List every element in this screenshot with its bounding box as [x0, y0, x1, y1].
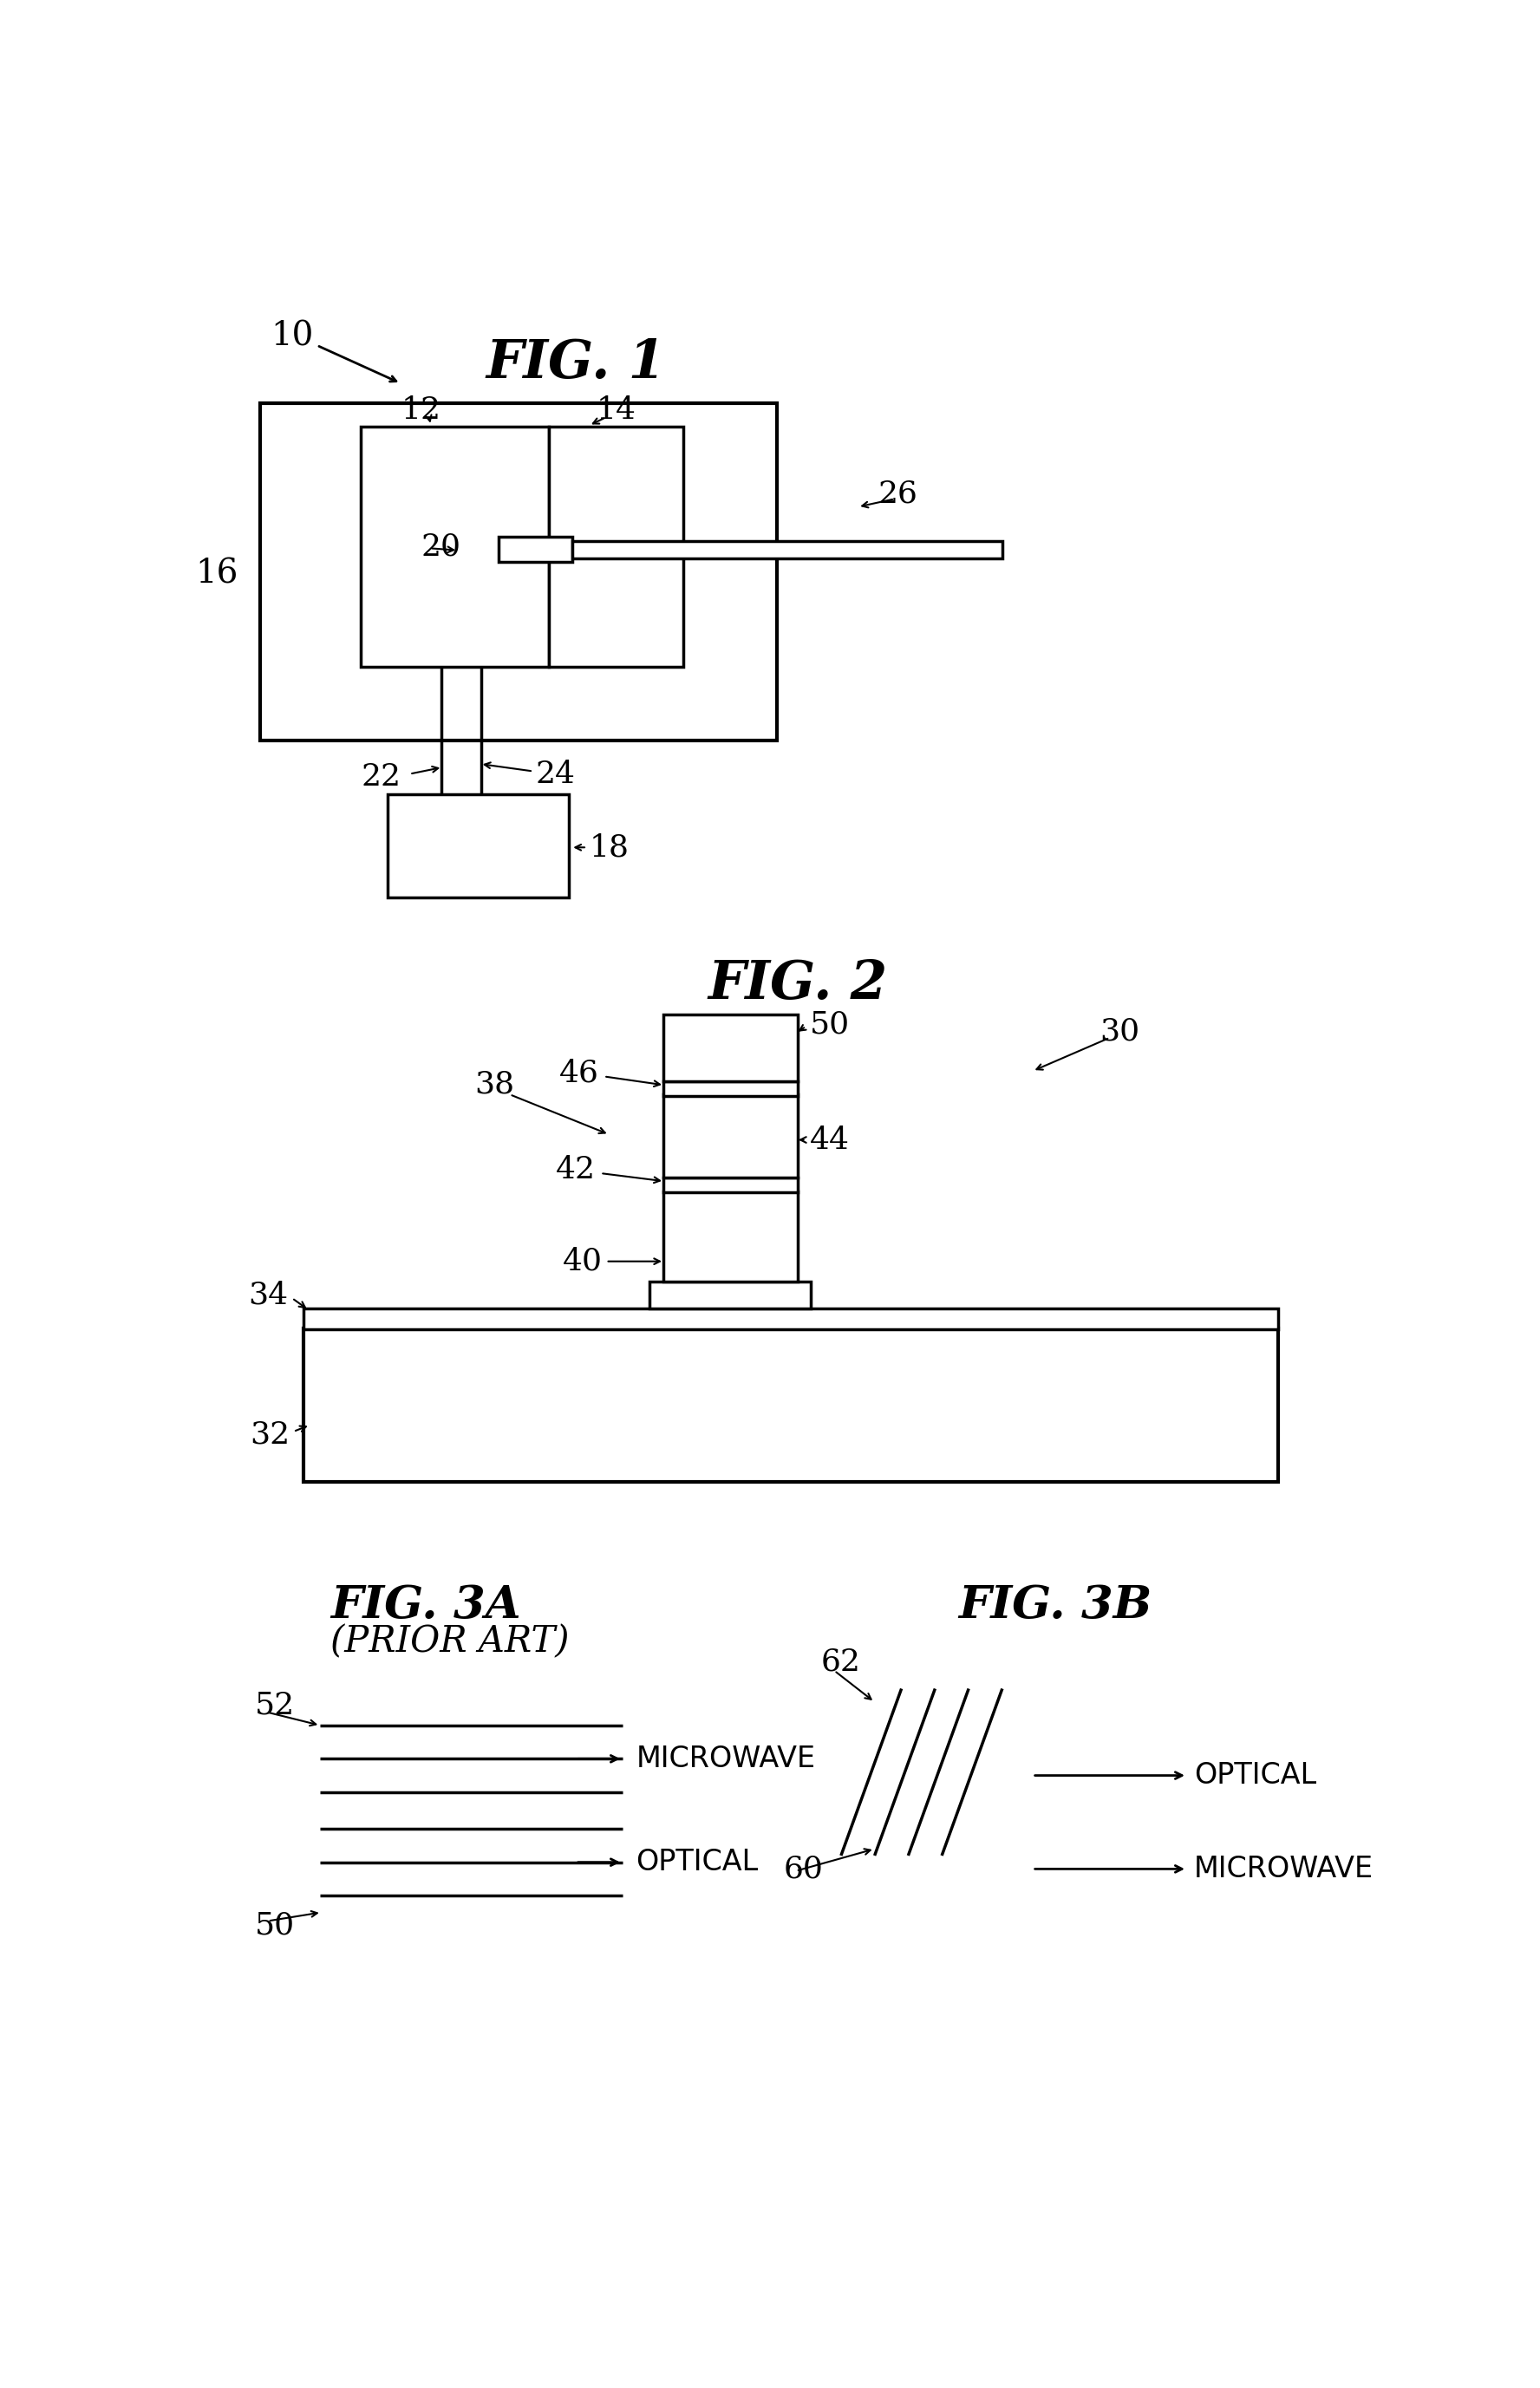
Text: 46: 46	[559, 1058, 599, 1089]
Text: OPTICAL: OPTICAL	[1194, 1762, 1317, 1789]
Text: 50: 50	[810, 1010, 850, 1039]
Text: 24: 24	[536, 759, 574, 788]
Text: 20: 20	[420, 533, 460, 561]
Bar	[650, 1282, 810, 1309]
Text: 34: 34	[248, 1280, 288, 1309]
Text: MICROWAVE: MICROWAVE	[636, 1746, 816, 1772]
Bar	[662, 1177, 798, 1192]
Text: 30: 30	[1100, 1017, 1140, 1046]
Bar	[548, 427, 684, 666]
Bar	[303, 1309, 1278, 1330]
Bar	[360, 427, 548, 666]
Bar	[662, 1094, 798, 1177]
Text: FIG. 3A: FIG. 3A	[330, 1583, 521, 1626]
Text: 62: 62	[821, 1648, 861, 1676]
Text: 44: 44	[810, 1125, 849, 1153]
Text: 42: 42	[556, 1156, 596, 1184]
Text: 10: 10	[271, 320, 313, 353]
Bar	[662, 1015, 798, 1082]
Text: FIG. 3B: FIG. 3B	[958, 1583, 1152, 1626]
Bar	[573, 542, 1003, 559]
Text: FIG. 1: FIG. 1	[485, 337, 665, 389]
Text: 18: 18	[588, 833, 628, 862]
Bar	[303, 1328, 1278, 1481]
Bar	[260, 404, 778, 740]
Bar	[662, 1192, 798, 1282]
Bar	[662, 1082, 798, 1096]
Text: 26: 26	[878, 480, 918, 509]
Text: 38: 38	[474, 1070, 514, 1098]
Text: OPTICAL: OPTICAL	[636, 1848, 758, 1877]
Text: 50: 50	[256, 1910, 296, 1941]
Text: (PRIOR ART): (PRIOR ART)	[330, 1624, 570, 1660]
Bar	[388, 793, 568, 898]
Text: 16: 16	[196, 559, 239, 590]
Text: 14: 14	[596, 396, 636, 425]
Text: 32: 32	[249, 1421, 290, 1450]
Text: 40: 40	[562, 1247, 602, 1275]
Text: 22: 22	[360, 762, 400, 793]
Text: MICROWAVE: MICROWAVE	[1194, 1855, 1374, 1884]
Text: 52: 52	[256, 1691, 296, 1719]
Bar	[499, 537, 573, 561]
Text: 60: 60	[784, 1853, 824, 1884]
Text: FIG. 2: FIG. 2	[707, 958, 887, 1010]
Text: 12: 12	[400, 396, 440, 425]
